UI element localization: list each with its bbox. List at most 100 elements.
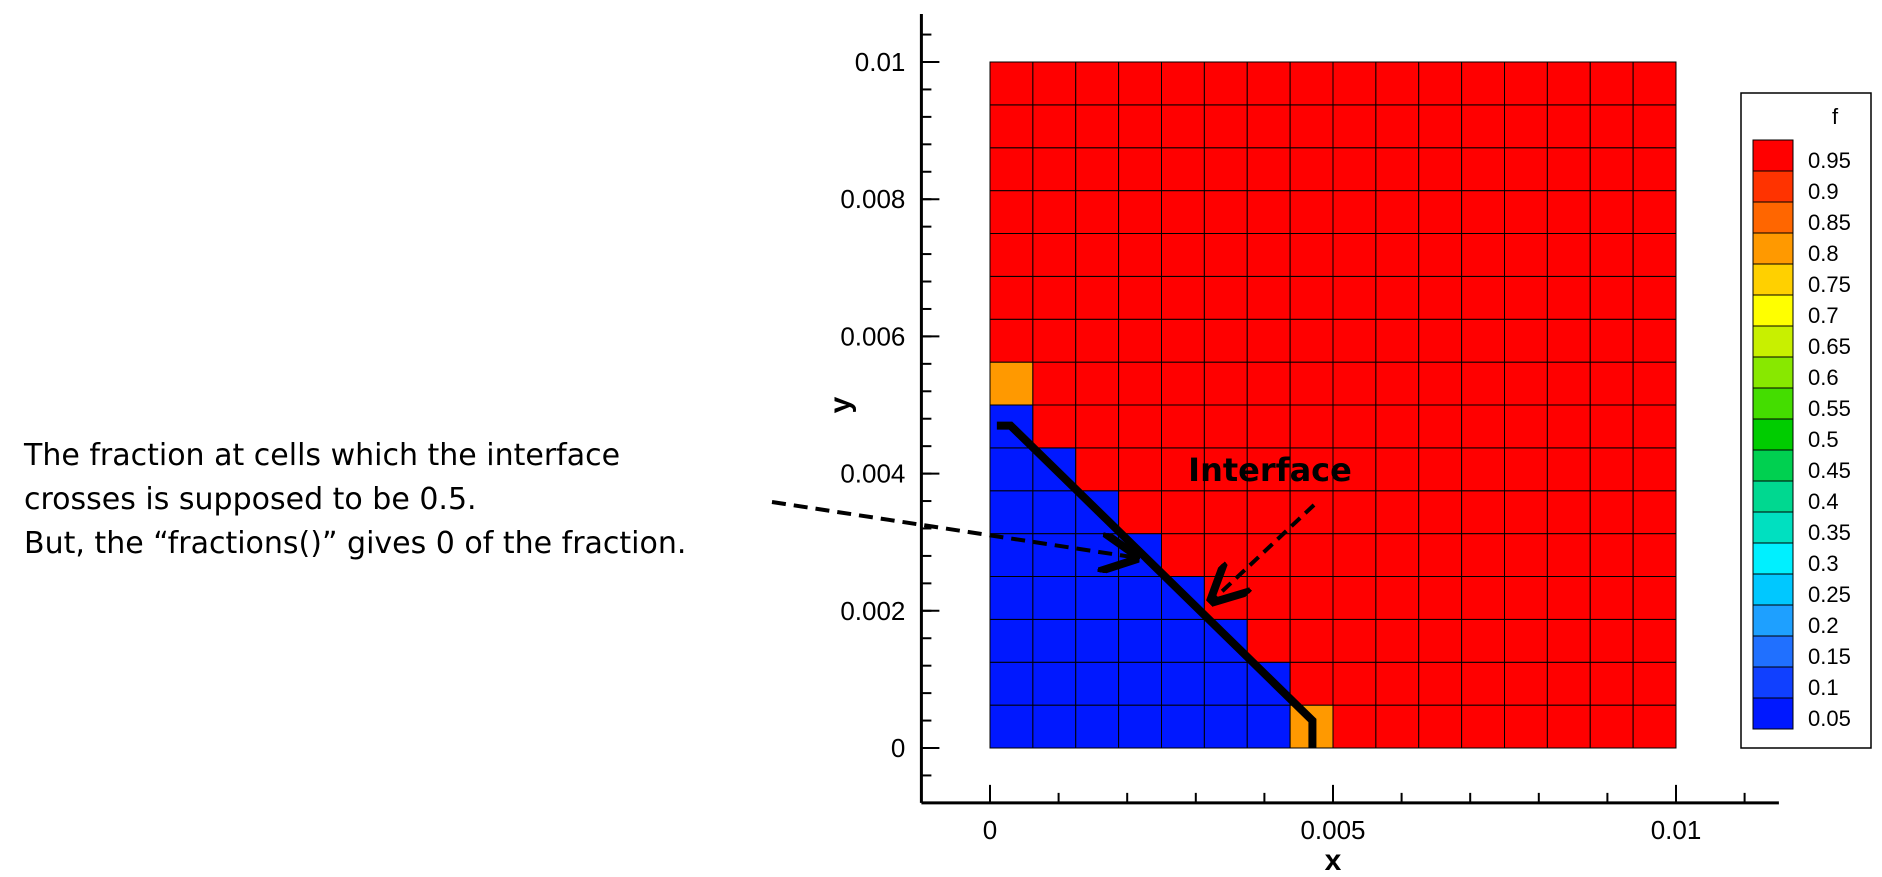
heatmap-cell [1632, 361, 1677, 406]
heatmap-cell [1332, 318, 1377, 363]
heatmap-cell [1246, 533, 1291, 577]
heatmap-cell [1504, 318, 1548, 363]
heatmap-cell [1289, 576, 1334, 620]
heatmap-cell [1032, 318, 1077, 363]
heatmap-cell [1546, 661, 1591, 706]
heatmap-cell [1504, 447, 1548, 492]
heatmap-cell [1161, 61, 1205, 106]
heatmap-cell [1504, 361, 1548, 406]
axes: 0 0.005 0.01 0 0.002 0.004 0.006 0.008 0.01 x y [824, 13, 1779, 877]
heatmap-cell [1589, 318, 1634, 363]
heatmap-cell [1032, 618, 1077, 663]
heatmap-cell [1418, 404, 1463, 449]
heatmap-cell [1504, 533, 1548, 577]
legend-swatch [1752, 666, 1794, 699]
heatmap-cell [1418, 318, 1463, 363]
heatmap-cell [1289, 404, 1334, 449]
heatmap-cell [989, 61, 1034, 106]
heatmap-cell [1546, 404, 1591, 449]
interface-line-group [996, 421, 1317, 748]
legend-label: 0.4 [1808, 489, 1839, 514]
heatmap-cell [1461, 447, 1505, 492]
legend-swatch [1752, 449, 1794, 482]
heatmap-cell [1246, 190, 1291, 234]
heatmap-cell [1504, 61, 1548, 106]
legend-swatch [1752, 232, 1794, 265]
heatmap-cell [1203, 533, 1248, 577]
heatmap-cell [1375, 490, 1420, 535]
legend-swatch [1752, 325, 1794, 358]
heatmap-cell [1075, 61, 1120, 106]
heatmap-cell [1118, 361, 1162, 406]
heatmap-cell [1632, 233, 1677, 277]
heatmap-cell [1289, 104, 1334, 149]
heatmap-cell [1032, 704, 1077, 749]
legend-label: 0.45 [1808, 458, 1851, 483]
heatmap-cell [1289, 190, 1334, 234]
heatmap-cell [1289, 533, 1334, 577]
heatmap-cell [989, 576, 1034, 620]
heatmap-cell [1546, 233, 1591, 277]
heatmap-cell [1375, 318, 1420, 363]
legend-swatch [1752, 201, 1794, 234]
x-axis-title: x [1325, 844, 1342, 877]
heatmap-cell [1161, 233, 1205, 277]
y-tick-label: 0.004 [840, 459, 905, 489]
heatmap-cell [989, 233, 1034, 277]
heatmap-cell [1546, 361, 1591, 406]
x-tick-label: 0.005 [1300, 815, 1365, 845]
heatmap-cell [1632, 576, 1677, 620]
legend-label: 0.3 [1808, 551, 1839, 576]
legend-swatch [1752, 263, 1794, 296]
heatmap-cell [1546, 104, 1591, 149]
heatmap-cell [1418, 233, 1463, 277]
heatmap-cell [1118, 61, 1162, 106]
heatmap-cell [1289, 490, 1334, 535]
heatmap-cell [1075, 661, 1120, 706]
heatmap-cell [989, 147, 1034, 192]
heatmap-cell [1289, 275, 1334, 320]
heatmap-cell [1375, 61, 1420, 106]
heatmap-cell [1418, 104, 1463, 149]
heatmap-cell [1032, 361, 1077, 406]
heatmap-cell [1461, 318, 1505, 363]
legend-swatch [1752, 480, 1794, 513]
heatmap-cell [1418, 533, 1463, 577]
annotation-text: The fraction at cells which the interfac… [24, 434, 804, 566]
heatmap-cell [1289, 318, 1334, 363]
annotation-line-3: But, the “fractions()” gives 0 of the fr… [24, 526, 687, 561]
heatmap-cell [1504, 104, 1548, 149]
heatmap-cell [1246, 104, 1291, 149]
heatmap-cell [1461, 147, 1505, 192]
annotation-arrow [771, 500, 1132, 557]
heatmap-cell [1375, 704, 1420, 749]
heatmap-cell [1032, 275, 1077, 320]
heatmap-cell [1161, 533, 1205, 577]
heatmap-cell [1546, 704, 1591, 749]
heatmap-cell [1589, 704, 1634, 749]
legend-swatch [1752, 635, 1794, 668]
heatmap-cell [1032, 147, 1077, 192]
heatmap-cell [1246, 61, 1291, 106]
heatmap-cell [1546, 147, 1591, 192]
heatmap-cell [1332, 275, 1377, 320]
heatmap-cell [1461, 61, 1505, 106]
heatmap-cell [1161, 275, 1205, 320]
heatmap-cell [1546, 618, 1591, 663]
legend-label: 0.85 [1808, 210, 1851, 235]
heatmap-cell [1032, 233, 1077, 277]
heatmap-cell [1118, 233, 1162, 277]
heatmap-cell [1461, 533, 1505, 577]
heatmap-cell [1504, 404, 1548, 449]
legend-label: 0.35 [1808, 520, 1851, 545]
heatmap-cell [1375, 618, 1420, 663]
heatmap-cell [1632, 618, 1677, 663]
heatmap-cell [1589, 576, 1634, 620]
heatmap-cell [989, 447, 1034, 492]
heatmap-cell [1632, 447, 1677, 492]
heatmap-cell [1461, 704, 1505, 749]
annotation-arrows: Interface [771, 451, 1352, 598]
heatmap-cell [1203, 104, 1248, 149]
heatmap-cell [1504, 190, 1548, 234]
legend-label: 0.8 [1808, 241, 1839, 266]
